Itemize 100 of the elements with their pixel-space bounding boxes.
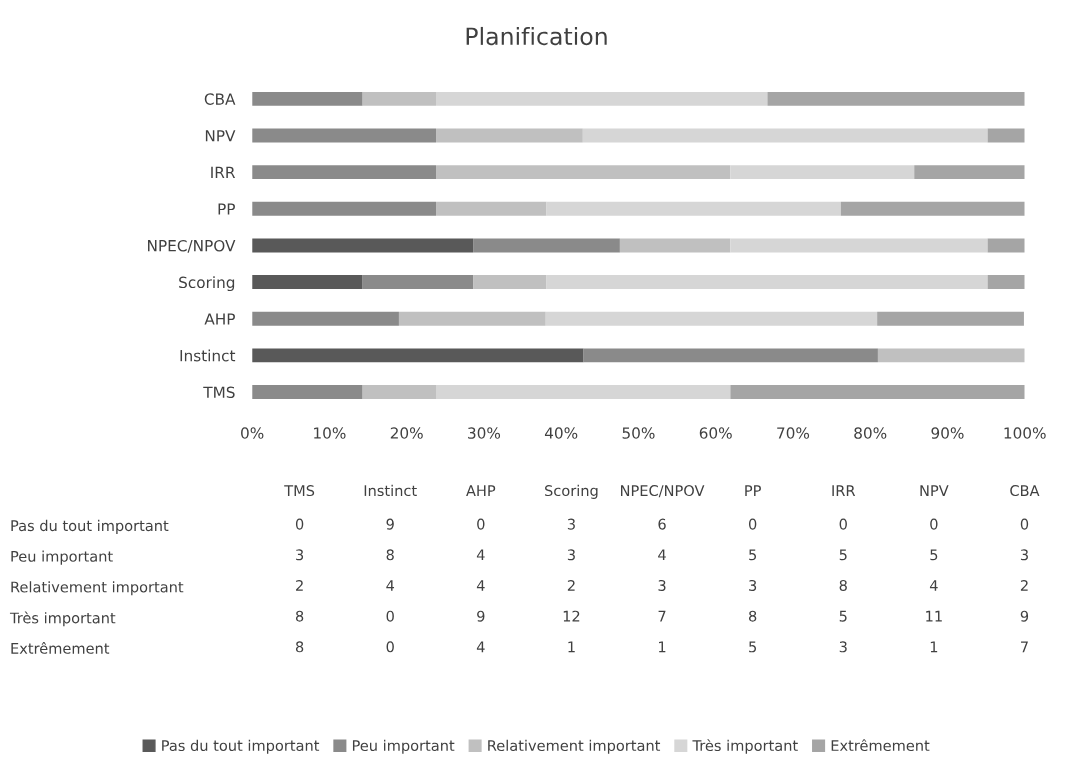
bar bbox=[252, 165, 437, 180]
x-tick-label: NPV bbox=[920, 485, 949, 496]
data-label: 9 bbox=[1020, 610, 1029, 622]
x-tick-label: Instinct bbox=[364, 484, 417, 497]
bar bbox=[987, 275, 1025, 290]
data-label: 1 bbox=[930, 641, 938, 653]
bar bbox=[436, 165, 731, 180]
data-label: 6 bbox=[658, 518, 666, 530]
bar bbox=[877, 311, 1024, 326]
y-tick-label: CBA bbox=[204, 93, 236, 105]
y-tick-label: PP bbox=[218, 203, 235, 215]
bar bbox=[436, 385, 731, 399]
data-label: 4 bbox=[658, 549, 666, 561]
x-tick-label: 70% bbox=[777, 427, 810, 439]
bar bbox=[436, 128, 583, 143]
bar bbox=[987, 128, 1025, 143]
data-label: 3 bbox=[296, 549, 304, 561]
data-label: 12 bbox=[563, 610, 580, 622]
x-tick-label: NPEC/NPOV bbox=[621, 485, 705, 498]
bar bbox=[252, 385, 363, 399]
x-tick-label: 10% bbox=[314, 427, 346, 439]
y-tick-label: Relativement important bbox=[11, 581, 184, 596]
x-tick-label: PP bbox=[745, 485, 761, 496]
legend-label: Très important bbox=[692, 739, 798, 754]
bar bbox=[914, 165, 1025, 180]
legend-label: Peu important bbox=[352, 739, 455, 754]
legend-label: Extrêmement bbox=[831, 739, 930, 752]
bar bbox=[619, 238, 731, 253]
data-label: 3 bbox=[567, 549, 575, 561]
data-label: 5 bbox=[930, 549, 938, 561]
data-label: 1 bbox=[568, 641, 575, 653]
x-tick-label: 90% bbox=[931, 427, 964, 439]
y-tick-label: Pas du tout important bbox=[11, 519, 169, 534]
x-tick-label: AHP bbox=[466, 485, 496, 496]
legend-label: Relativement important bbox=[488, 739, 661, 754]
bar bbox=[730, 385, 1025, 399]
x-tick-label: CBA bbox=[1010, 485, 1040, 497]
data-label: 8 bbox=[295, 641, 304, 653]
bar bbox=[252, 348, 584, 363]
y-tick-label: Très important bbox=[9, 611, 116, 627]
bar bbox=[730, 165, 915, 180]
bar bbox=[546, 201, 841, 216]
data-label: 0 bbox=[839, 518, 847, 530]
data-label: 4 bbox=[386, 580, 395, 591]
data-label: 0 bbox=[386, 610, 394, 622]
data-label: 3 bbox=[567, 518, 575, 530]
chart-title: Planification bbox=[466, 26, 607, 46]
y-tick-label: Extrêmement bbox=[11, 641, 110, 654]
x-tick-label: 80% bbox=[854, 427, 887, 439]
data-label: 3 bbox=[749, 579, 757, 591]
data-label: 9 bbox=[477, 610, 485, 622]
x-tick-label: 50% bbox=[622, 427, 655, 439]
bar bbox=[252, 91, 363, 106]
legend-label: Pas du tout important bbox=[162, 739, 320, 754]
x-tick-label: 100% bbox=[1004, 427, 1046, 439]
x-tick-label: IRR bbox=[832, 485, 856, 496]
y-tick-label: NPV bbox=[205, 130, 236, 142]
bar bbox=[877, 348, 1025, 363]
data-label: 5 bbox=[839, 549, 847, 561]
bar bbox=[582, 128, 988, 143]
data-label: 0 bbox=[386, 641, 394, 653]
data-label: 2 bbox=[1020, 579, 1028, 591]
bar bbox=[730, 238, 988, 253]
bar bbox=[987, 238, 1025, 253]
x-tick-label: 30% bbox=[468, 427, 501, 439]
data-label: 5 bbox=[749, 549, 757, 561]
bar bbox=[583, 348, 878, 363]
data-label: 0 bbox=[295, 518, 304, 530]
bar bbox=[252, 238, 474, 253]
x-tick-label: Scoring bbox=[545, 484, 598, 499]
bar bbox=[362, 385, 437, 399]
x-tick-label: 40% bbox=[544, 427, 578, 439]
data-label: 0 bbox=[748, 518, 757, 530]
data-label: 8 bbox=[295, 610, 304, 622]
y-tick-label: TMS bbox=[203, 386, 235, 399]
bar bbox=[436, 201, 547, 216]
data-label: 4 bbox=[476, 549, 485, 561]
bar bbox=[436, 91, 768, 106]
bar bbox=[545, 311, 878, 326]
data-label: 4 bbox=[476, 580, 485, 591]
data-label: 0 bbox=[1020, 518, 1029, 530]
data-label: 5 bbox=[839, 610, 847, 622]
data-label: 5 bbox=[749, 641, 757, 653]
data-label: 7 bbox=[658, 610, 666, 622]
data-label: 8 bbox=[386, 549, 394, 561]
bar bbox=[252, 128, 437, 143]
y-tick-label: NPEC/NPOV bbox=[148, 239, 236, 253]
bar bbox=[362, 91, 437, 106]
bar bbox=[252, 311, 399, 326]
data-label: 3 bbox=[658, 579, 666, 591]
data-label: 11 bbox=[926, 610, 942, 622]
y-tick-label: Peu important bbox=[11, 550, 113, 565]
data-label: 4 bbox=[929, 580, 938, 591]
y-tick-label: Scoring bbox=[179, 276, 235, 292]
data-label: 2 bbox=[567, 579, 575, 591]
y-tick-label: IRR bbox=[211, 166, 236, 178]
y-tick-label: Instinct bbox=[180, 349, 236, 362]
bar bbox=[546, 275, 988, 290]
x-tick-label: TMS bbox=[284, 485, 315, 497]
data-label: 0 bbox=[930, 518, 938, 530]
